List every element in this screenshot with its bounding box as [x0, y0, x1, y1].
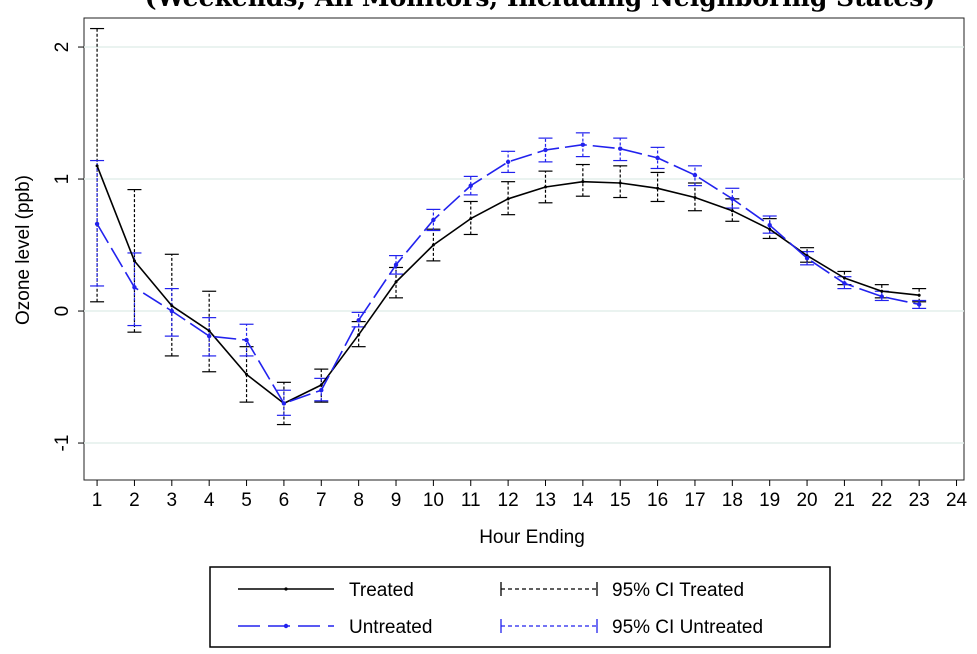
data-point-treated: [581, 180, 585, 184]
x-tick-label: 23: [909, 490, 930, 511]
x-tick-label: 2: [129, 490, 140, 511]
data-point-treated: [95, 164, 99, 168]
data-point-untreated: [879, 294, 884, 299]
data-point-treated: [656, 186, 660, 190]
x-tick-label: 18: [722, 490, 743, 511]
data-point-treated: [730, 209, 734, 213]
data-point-treated: [319, 383, 323, 387]
x-tick-label: 10: [423, 490, 444, 511]
x-tick-label: 17: [684, 490, 705, 511]
x-tick-label: 15: [610, 490, 631, 511]
y-tick-label: 0: [52, 306, 73, 317]
data-point-untreated: [916, 302, 922, 307]
data-point-treated: [469, 217, 473, 221]
series-points: [94, 142, 922, 406]
x-tick-label: 11: [461, 490, 481, 511]
x-tick-label: 22: [871, 490, 892, 511]
x-tick-label: 19: [759, 490, 780, 511]
data-point-untreated: [393, 262, 399, 268]
data-point-untreated: [431, 217, 436, 223]
legend-treated-label: Treated: [349, 580, 414, 601]
series-line-untreated: [96, 143, 920, 405]
y-tick-label: 1: [52, 174, 73, 185]
legend-treated-marker: [284, 587, 288, 591]
x-tick-label: 1: [92, 490, 103, 511]
data-point-untreated: [94, 221, 100, 227]
legend: Treated 95% CI Treated Untreated 95% CI …: [209, 566, 831, 648]
x-tick-label: 14: [572, 490, 594, 511]
legend-ci-treated-label: 95% CI Treated: [612, 580, 744, 601]
data-point-treated: [357, 333, 361, 337]
x-tick-label: 12: [498, 490, 519, 511]
x-tick-label: 7: [316, 490, 327, 511]
grid-lines: [84, 46, 964, 444]
data-point-untreated: [618, 146, 623, 151]
plot-area: [83, 17, 965, 481]
data-point-untreated: [244, 337, 249, 343]
data-point-untreated: [169, 308, 175, 314]
data-point-untreated: [281, 401, 287, 406]
data-point-untreated: [730, 196, 735, 202]
x-tick-label: 20: [796, 490, 817, 511]
data-point-treated: [207, 329, 211, 333]
data-point-untreated: [319, 388, 324, 393]
data-point-treated: [132, 259, 136, 263]
legend-box: [209, 566, 831, 648]
data-point-treated: [431, 243, 435, 247]
data-point-treated: [618, 181, 622, 185]
data-point-untreated: [580, 142, 586, 147]
data-point-untreated: [692, 172, 698, 178]
data-point-untreated: [804, 256, 810, 261]
data-point-treated: [394, 280, 398, 284]
data-point-treated: [543, 185, 547, 189]
data-point-treated: [842, 276, 846, 280]
data-point-treated: [245, 372, 249, 376]
y-tick-label: -1: [52, 435, 73, 452]
x-tick-label: 24: [946, 490, 968, 511]
x-tick-label: 13: [535, 490, 556, 511]
y-axis-label: Ozone level (ppb): [13, 175, 34, 325]
data-point-untreated: [842, 281, 847, 286]
data-point-untreated: [767, 223, 772, 228]
x-tick-label: 9: [391, 490, 402, 511]
data-point-untreated: [206, 333, 212, 339]
data-point-treated: [170, 304, 174, 308]
data-point-untreated: [505, 159, 511, 165]
legend-untreated-marker: [283, 623, 289, 629]
x-tick-label: 3: [167, 490, 178, 511]
data-point-untreated: [356, 318, 361, 323]
x-axis-label: Hour Ending: [479, 527, 585, 548]
legend-ci-untreated-label: 95% CI Untreated: [612, 617, 763, 638]
data-point-untreated: [543, 147, 548, 153]
x-tick-label: 21: [834, 490, 855, 511]
data-point-untreated: [655, 155, 660, 161]
legend-untreated-label: Untreated: [349, 617, 432, 638]
x-tick-label: 8: [353, 490, 364, 511]
data-point-treated: [768, 227, 772, 231]
x-tick-label: 4: [204, 490, 215, 511]
x-tick-label: 5: [241, 490, 252, 511]
x-tick-label: 6: [279, 490, 290, 511]
data-point-untreated: [468, 183, 473, 188]
y-tick-label: 2: [52, 42, 73, 53]
data-point-treated: [506, 197, 510, 201]
data-point-treated: [880, 289, 884, 293]
x-tick-label: 16: [647, 490, 668, 511]
chart-title: (Weekends, All Monitors, Including Neigh…: [145, 0, 935, 12]
data-point-treated: [917, 293, 921, 297]
data-point-treated: [693, 196, 697, 200]
data-point-untreated: [132, 285, 137, 290]
